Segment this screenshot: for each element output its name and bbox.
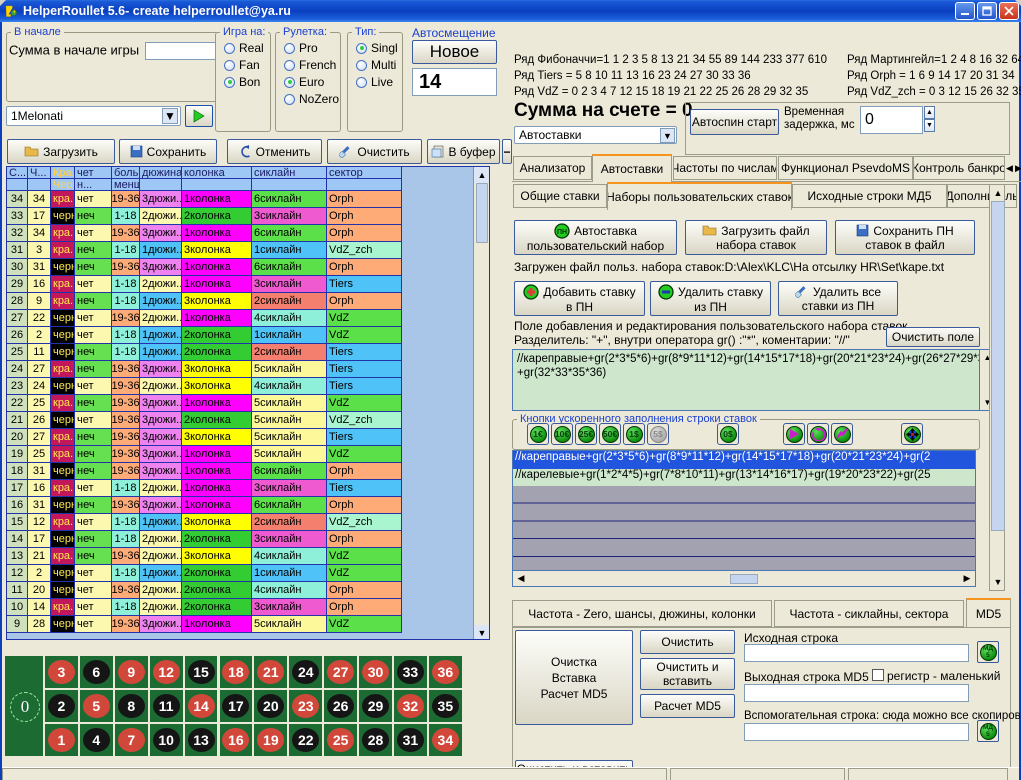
- svg-text:ПН: ПН: [557, 229, 567, 236]
